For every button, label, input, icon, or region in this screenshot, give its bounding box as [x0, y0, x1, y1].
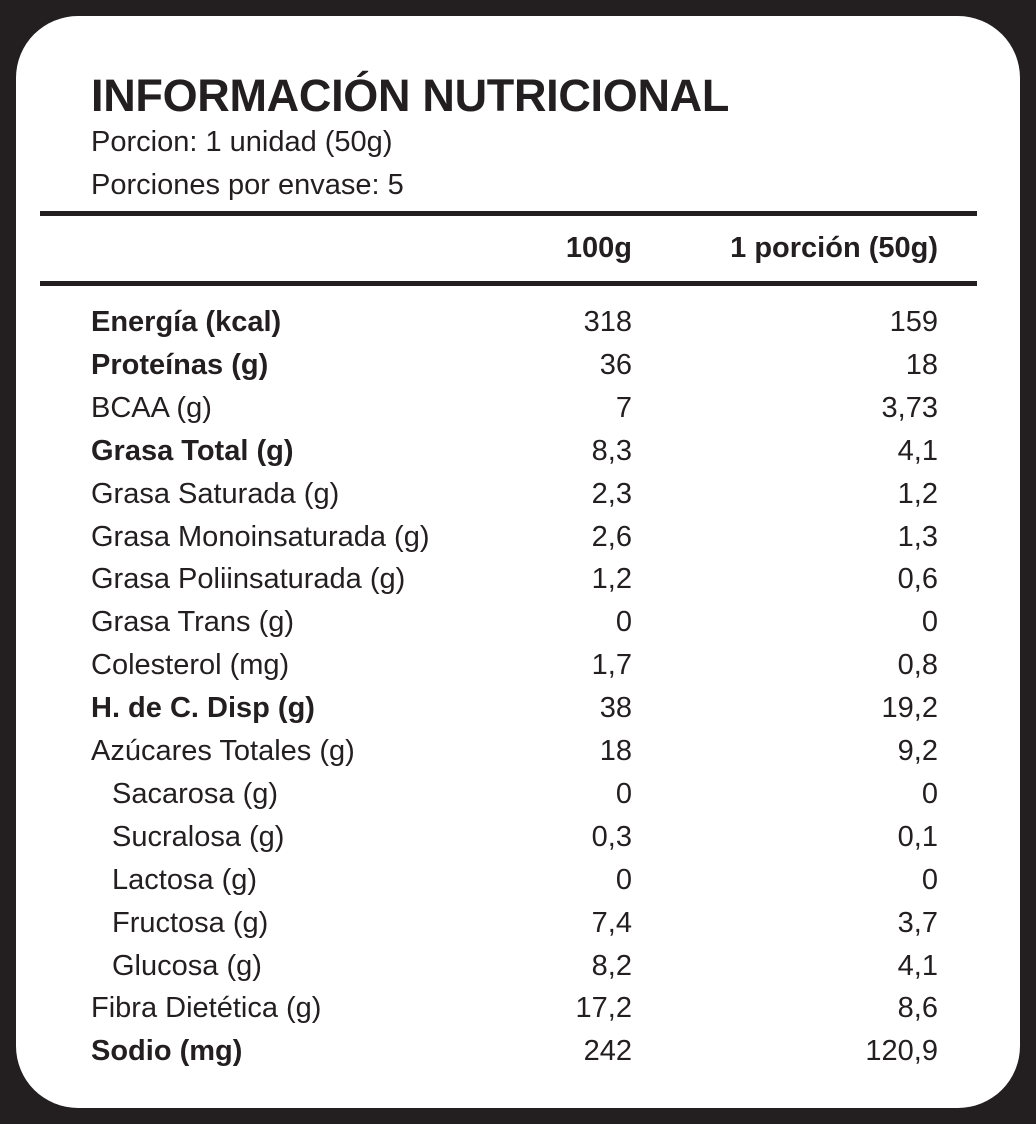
top-divider	[40, 211, 977, 216]
nutrient-label: Fructosa (g)	[112, 906, 269, 939]
value-per-100g: 242	[583, 1035, 632, 1068]
value-per-100g: 36	[599, 348, 632, 381]
nutrient-label: Glucosa (g)	[112, 949, 262, 982]
value-per-portion: 0,8	[897, 649, 938, 682]
nutrient-row: Sucralosa (g) 0,3 0,1	[0, 821, 1036, 864]
column-header-100g: 100g	[565, 232, 632, 264]
value-per-100g: 17,2	[575, 992, 632, 1025]
nutrient-label: Grasa Saturada (g)	[91, 477, 340, 510]
nutrient-label: Azúcares Totales (g)	[91, 735, 355, 767]
nutrient-label: Sodio (mg)	[91, 1035, 243, 1068]
serving-size: Porcion: 1 unidad (50g)	[91, 126, 393, 158]
value-per-100g: 38	[599, 692, 632, 725]
value-per-portion: 0	[921, 863, 938, 896]
value-per-100g: 8,2	[591, 949, 632, 982]
value-per-100g: 0,3	[591, 820, 632, 853]
nutrition-label-card	[16, 16, 1020, 1108]
value-per-portion: 1,3	[897, 520, 938, 553]
value-per-100g: 2,6	[591, 520, 632, 553]
value-per-portion: 4,1	[897, 434, 938, 467]
nutrient-row: Glucosa (g) 8,2 4,1	[0, 950, 1036, 993]
nutrient-row: H. de C. Disp (g) 38 19,2	[0, 692, 1036, 735]
nutrient-label: Grasa Monoinsaturada (g)	[91, 520, 430, 553]
value-per-100g: 8,3	[591, 434, 632, 467]
value-per-portion: 19,2	[881, 692, 938, 725]
nutrient-label: BCAA (g)	[91, 391, 212, 424]
value-per-100g: 7,4	[591, 906, 632, 939]
header-divider	[40, 281, 977, 286]
nutrient-label: Grasa Poliinsaturada (g)	[91, 563, 406, 596]
value-per-100g: 7	[615, 391, 632, 424]
servings-per-container: Porciones por envase: 5	[91, 169, 404, 201]
nutrient-row: Sacarosa (g) 0 0	[0, 778, 1036, 821]
nutrient-label: Sucralosa (g)	[112, 820, 285, 853]
value-per-portion: 159	[889, 306, 938, 338]
value-per-100g: 318	[583, 306, 632, 338]
value-per-100g: 2,3	[591, 477, 632, 510]
nutrient-label: Energía (kcal)	[91, 306, 282, 338]
value-per-portion: 9,2	[897, 735, 938, 767]
nutrient-label: H. de C. Disp (g)	[91, 692, 315, 725]
value-per-100g: 1,2	[591, 563, 632, 596]
value-per-100g: 1,7	[591, 649, 632, 682]
value-per-100g: 0	[615, 606, 632, 639]
nutrient-row: Grasa Saturada (g) 2,3 1,2	[0, 478, 1036, 521]
value-per-portion: 8,6	[897, 992, 938, 1025]
nutrient-label: Lactosa (g)	[112, 863, 258, 896]
value-per-portion: 3,7	[897, 906, 938, 939]
value-per-portion: 0	[921, 777, 938, 810]
nutrient-label: Grasa Total (g)	[91, 434, 294, 467]
nutrient-row: Lactosa (g) 0 0	[0, 864, 1036, 907]
nutrient-row: Grasa Monoinsaturada (g) 2,6 1,3	[0, 521, 1036, 564]
value-per-portion: 0,1	[897, 820, 938, 853]
value-per-portion: 3,73	[881, 391, 938, 424]
nutrient-label: Proteínas (g)	[91, 348, 269, 381]
column-header-portion: 1 porción (50g)	[730, 232, 938, 264]
nutrient-row: Azúcares Totales (g) 18 9,2	[0, 735, 1036, 778]
nutrient-label: Fibra Dietética (g)	[91, 992, 322, 1025]
nutrient-label: Sacarosa (g)	[112, 777, 279, 810]
label-title: INFORMACIÓN NUTRICIONAL	[91, 70, 730, 121]
nutrient-row: Sodio (mg) 242 120,9	[0, 1035, 1036, 1078]
nutrient-row: Proteínas (g) 36 18	[0, 349, 1036, 392]
nutrient-row: Colesterol (mg) 1,7 0,8	[0, 649, 1036, 692]
value-per-100g: 18	[599, 735, 632, 767]
nutrient-row: Fructosa (g) 7,4 3,7	[0, 907, 1036, 950]
nutrient-row: Grasa Trans (g) 0 0	[0, 606, 1036, 649]
nutrient-row: Fibra Dietética (g) 17,2 8,6	[0, 992, 1036, 1035]
value-per-portion: 18	[905, 348, 938, 381]
nutrient-label: Colesterol (mg)	[91, 649, 290, 682]
value-per-portion: 1,2	[897, 477, 938, 510]
nutrient-row: BCAA (g) 7 3,73	[0, 392, 1036, 435]
nutrient-row: Grasa Poliinsaturada (g) 1,2 0,6	[0, 563, 1036, 606]
nutrient-row: Grasa Total (g) 8,3 4,1	[0, 435, 1036, 478]
value-per-portion: 0,6	[897, 563, 938, 596]
value-per-100g: 0	[615, 863, 632, 896]
value-per-portion: 120,9	[865, 1035, 938, 1068]
nutrient-row: Energía (kcal) 318 159	[0, 306, 1036, 349]
value-per-portion: 0	[921, 606, 938, 639]
value-per-100g: 0	[615, 777, 632, 810]
value-per-portion: 4,1	[897, 949, 938, 982]
nutrient-label: Grasa Trans (g)	[91, 606, 295, 639]
